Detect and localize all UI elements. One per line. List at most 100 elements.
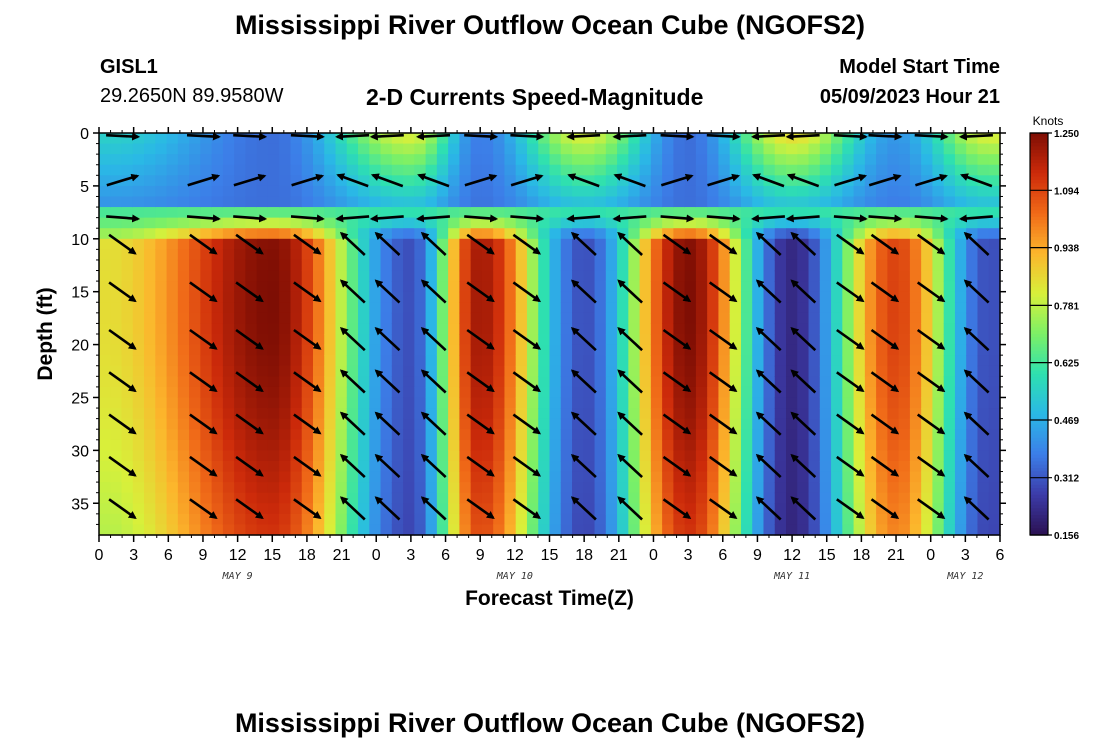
heatmap-cell	[650, 471, 663, 483]
heatmap-cell	[177, 365, 190, 377]
heatmap-cell	[549, 503, 562, 515]
heatmap-cell	[279, 312, 292, 325]
heatmap-cell	[177, 143, 190, 155]
heatmap-cell	[155, 376, 168, 388]
heatmap-cell	[346, 228, 359, 240]
heatmap-cell	[909, 259, 922, 272]
heatmap-cell	[650, 238, 663, 250]
heatmap-cell	[740, 185, 753, 198]
colorbar-step	[1030, 407, 1048, 412]
colorbar-tick-label: 0.938	[1054, 244, 1079, 255]
heatmap-cell	[718, 513, 731, 526]
heatmap-cell	[414, 513, 427, 526]
heatmap-cell	[538, 143, 551, 155]
heatmap-cell	[684, 312, 697, 325]
heatmap-cell	[921, 503, 934, 515]
heatmap-cell	[200, 164, 213, 176]
heatmap-cell	[279, 175, 292, 187]
heatmap-cell	[189, 429, 201, 441]
heatmap-cell	[99, 418, 111, 430]
current-vector	[339, 369, 366, 394]
heatmap-cell	[335, 143, 348, 155]
heatmap-cell	[605, 312, 618, 325]
heatmap-cell	[718, 281, 731, 293]
heatmap-cell	[538, 291, 551, 303]
heatmap-cell	[853, 217, 866, 229]
heatmap-cell	[526, 133, 539, 145]
surface-current-vector	[335, 132, 370, 141]
heatmap-cell	[459, 439, 472, 451]
heatmap-cell	[628, 450, 641, 462]
heatmap-cell	[617, 143, 629, 155]
heatmap-cell	[932, 175, 945, 187]
heatmap-cell	[459, 376, 472, 388]
heatmap-cell	[887, 355, 900, 367]
heatmap-cell	[504, 217, 517, 229]
current-vector	[420, 369, 447, 394]
heatmap-cell	[549, 259, 562, 272]
heatmap-cell	[448, 259, 460, 272]
heatmap-cell	[403, 355, 415, 367]
heatmap-cell	[290, 175, 303, 187]
heatmap-cell	[177, 450, 190, 462]
heatmap-cell	[234, 429, 247, 441]
heatmap-cell	[358, 143, 370, 155]
heatmap-cell	[954, 513, 967, 526]
heatmap-cell	[707, 228, 720, 240]
current-vector	[790, 411, 817, 436]
colorbar-step	[1030, 531, 1048, 536]
heatmap-cell	[864, 154, 877, 166]
current-vector	[570, 369, 597, 394]
heatmap-cell	[177, 207, 190, 219]
heatmap-cell	[819, 355, 832, 367]
heatmap-cell	[110, 365, 123, 377]
heatmap-cell	[887, 154, 900, 166]
heatmap-cell	[605, 302, 618, 314]
heatmap-cell	[831, 291, 843, 303]
heatmap-cell	[932, 450, 945, 462]
heatmap-cell	[256, 323, 269, 335]
heatmap-cell	[403, 154, 415, 166]
heatmap-cell	[650, 429, 663, 441]
heatmap-cell	[132, 164, 145, 176]
heatmap-cell	[144, 164, 156, 176]
heatmap-cell	[245, 281, 258, 293]
heatmap-cell	[898, 312, 911, 325]
heatmap-cell	[267, 249, 280, 261]
current-vector	[235, 233, 264, 255]
heatmap-cell	[639, 482, 652, 494]
heatmap-cell	[695, 185, 708, 198]
heatmap-cell	[650, 133, 663, 145]
heatmap-cell	[605, 482, 618, 494]
heatmap-cell	[954, 270, 967, 282]
heatmap-cell	[189, 386, 201, 399]
heatmap-cell	[864, 281, 877, 293]
heatmap-cell	[504, 185, 517, 198]
heatmap-cell	[763, 217, 776, 229]
heatmap-cell	[515, 460, 528, 473]
heatmap-cell	[639, 524, 652, 536]
heatmap-cell	[380, 312, 393, 325]
heatmap-cell	[932, 376, 945, 388]
heatmap-cell	[876, 471, 888, 483]
heatmap-cell	[166, 291, 179, 303]
heatmap-cell	[256, 386, 269, 399]
heatmap-cell	[267, 270, 280, 282]
heatmap-cell	[526, 312, 539, 325]
heatmap-cell	[718, 524, 731, 536]
x-tick-label: 6	[164, 547, 173, 564]
heatmap-cell	[267, 207, 280, 219]
heatmap-cell	[797, 228, 810, 240]
heatmap-cell	[887, 196, 900, 208]
heatmap-cell	[549, 164, 562, 176]
heatmap-cell	[549, 154, 562, 166]
heatmap-cell	[921, 376, 934, 388]
heatmap-cell	[740, 524, 753, 536]
heatmap-cell	[774, 164, 787, 176]
current-vector	[963, 496, 990, 521]
heatmap-cell	[459, 143, 472, 155]
heatmap-cell	[155, 334, 168, 346]
heatmap-cell	[144, 397, 156, 409]
heatmap-cell	[639, 344, 652, 356]
heatmap-cell	[436, 344, 449, 356]
